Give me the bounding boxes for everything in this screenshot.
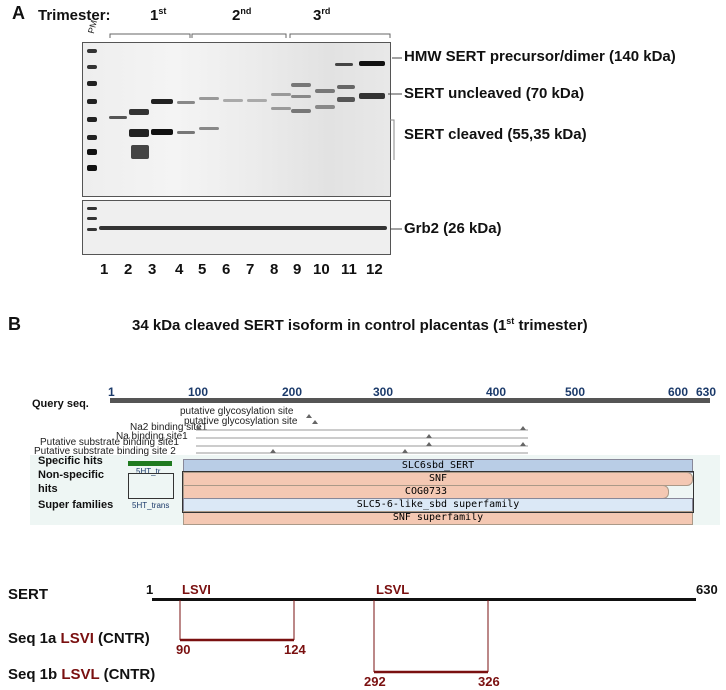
site-label-na2: Na2 binding site1 <box>130 422 208 433</box>
domain-5ht-tr-bar <box>128 461 172 466</box>
lane-1: 1 <box>100 261 109 278</box>
query-ruler <box>110 398 710 403</box>
domain-5ht-tr-label: 5HT_tr <box>136 467 161 476</box>
site-label-na: Na binding site1 <box>116 431 188 442</box>
domain-small-box <box>128 473 174 499</box>
trimester-2-label: 2nd <box>232 6 252 24</box>
seq-1a-label: Seq 1a LSVI (CNTR) <box>8 630 150 647</box>
panel-b-title: 34 kDa cleaved SERT isoform in control p… <box>132 316 588 334</box>
site-label-substrate-2: Putative substrate binding site 2 <box>34 446 176 457</box>
ruler-tick-500: 500 <box>565 385 586 399</box>
seq-1b-label: Seq 1b LSVL (CNTR) <box>8 666 156 683</box>
trimester-label: Trimester: <box>38 7 111 24</box>
lane-5: 5 <box>198 261 207 278</box>
seq-1b-end: 326 <box>478 674 500 689</box>
ruler-tick-300: 300 <box>373 385 394 399</box>
lane-6: 6 <box>222 261 231 278</box>
trimester-3-label: 3rd <box>313 6 331 24</box>
panel-a-letter: A <box>12 3 25 23</box>
sert-motif-lsvl: LSVL <box>376 582 410 597</box>
panel-b-letter: B <box>8 314 21 334</box>
annotation-arrows <box>388 57 402 230</box>
domain-snf-superfamily: SNF superfamily <box>183 511 693 525</box>
ruler-tick-100: 100 <box>188 385 209 399</box>
ruler-tick-200: 200 <box>282 385 303 399</box>
lane-2: 2 <box>124 261 133 278</box>
row-label-hits: hits <box>38 483 58 495</box>
control-blot <box>82 200 391 255</box>
lane-12: 12 <box>366 261 383 278</box>
lane-3: 3 <box>148 261 157 278</box>
sert-start: 1 <box>146 582 154 597</box>
seq-1a-end: 124 <box>284 642 306 657</box>
ruler-tick-600: 600 <box>668 385 689 399</box>
lane-4: 4 <box>175 261 184 278</box>
sert-motif-lsvi: LSVI <box>182 582 211 597</box>
row-label-superfamilies: Super families <box>38 499 114 511</box>
sert-label: SERT <box>8 586 49 603</box>
grb2-label: Grb2 (26 kDa) <box>404 220 502 237</box>
seq-1a-start: 90 <box>176 642 191 657</box>
hmw-sert-label: HMW SERT precursor/dimer (140 kDa) <box>404 48 676 65</box>
sert-end: 630 <box>696 582 718 597</box>
ruler-tick-630: 630 <box>696 385 717 399</box>
sert-line <box>152 598 696 601</box>
main-blot <box>82 42 391 197</box>
domain-hits-box <box>182 471 694 513</box>
sert-cleaved-label: SERT cleaved (55,35 kDa) <box>404 126 587 143</box>
site-label-substrate-1: Putative substrate binding site1 <box>40 437 179 448</box>
sert-uncleaved-label: SERT uncleaved (70 kDa) <box>404 85 585 102</box>
trimester-brackets <box>109 33 391 38</box>
seq-1b-start: 292 <box>364 674 386 689</box>
lane-10: 10 <box>313 261 330 278</box>
query-seq-label: Query seq. <box>32 398 89 410</box>
ruler-tick-1: 1 <box>108 385 115 399</box>
row-label-nonspecific: Non-specific <box>38 469 105 481</box>
lane-9: 9 <box>293 261 302 278</box>
domain-5ht-trans-label: 5HT_trans <box>132 501 170 510</box>
lane-11: 11 <box>341 261 357 278</box>
row-label-specific: Specific hits <box>38 455 103 467</box>
site-label-glyco-1: putative glycosylation site <box>180 406 294 417</box>
ruler-tick-400: 400 <box>486 385 507 399</box>
trimester-1-label: 1st <box>150 6 167 24</box>
lane-8: 8 <box>270 261 279 278</box>
site-label-glyco-2: putative glycosylation site <box>184 416 298 427</box>
lane-7: 7 <box>246 261 255 278</box>
